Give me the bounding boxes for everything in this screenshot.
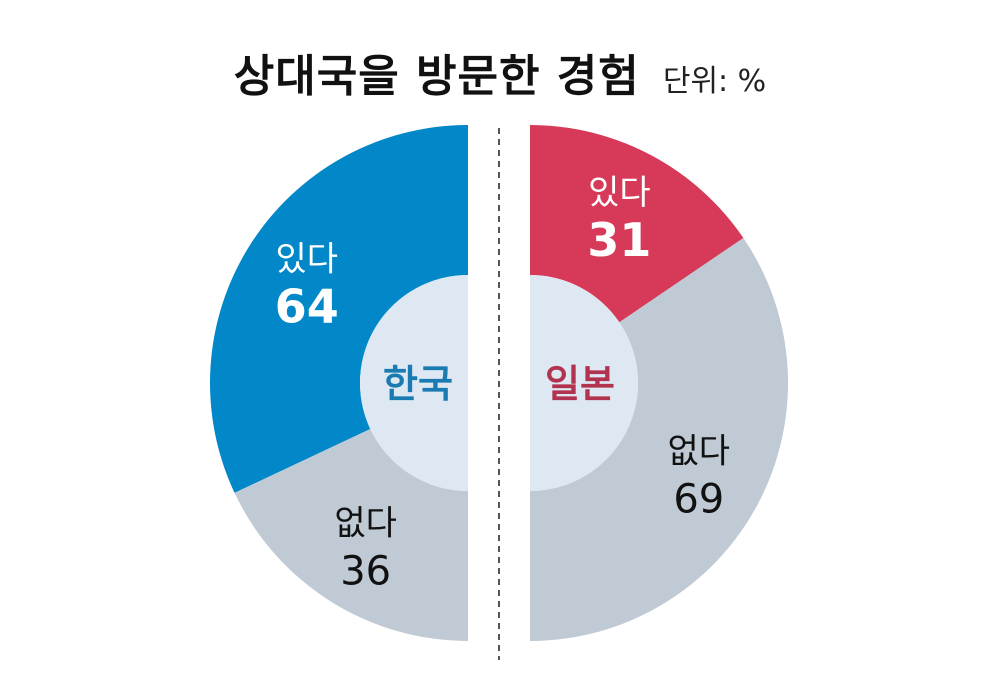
korea-no-slice [234,428,468,641]
korea-yes-value-label: 64 [275,280,339,334]
korea-center-label: 한국 [383,362,453,406]
japan-center-disc [530,275,638,491]
japan-yes-category-label: 있다 [588,173,651,213]
japan-no-slice [530,237,789,641]
korea-yes-category-label: 있다 [275,240,338,280]
korea-center-disc [360,275,468,491]
unit-label: 단위: % [662,64,767,99]
japan-yes-slice [530,125,744,323]
japan-yes-value-label: 31 [587,213,651,267]
chart-title: 상대국을 방문한 경험 [233,51,640,102]
japan-no-category-label: 없다 [668,431,731,471]
japan-no-value-label: 69 [673,476,724,522]
korea-no-value-label: 36 [340,548,391,594]
korea-no-category-label: 없다 [334,503,397,543]
japan-center-label: 일본 [545,362,615,406]
korea-yes-slice [209,125,468,493]
title-row: 상대국을 방문한 경험 단위: % [0,40,1000,104]
